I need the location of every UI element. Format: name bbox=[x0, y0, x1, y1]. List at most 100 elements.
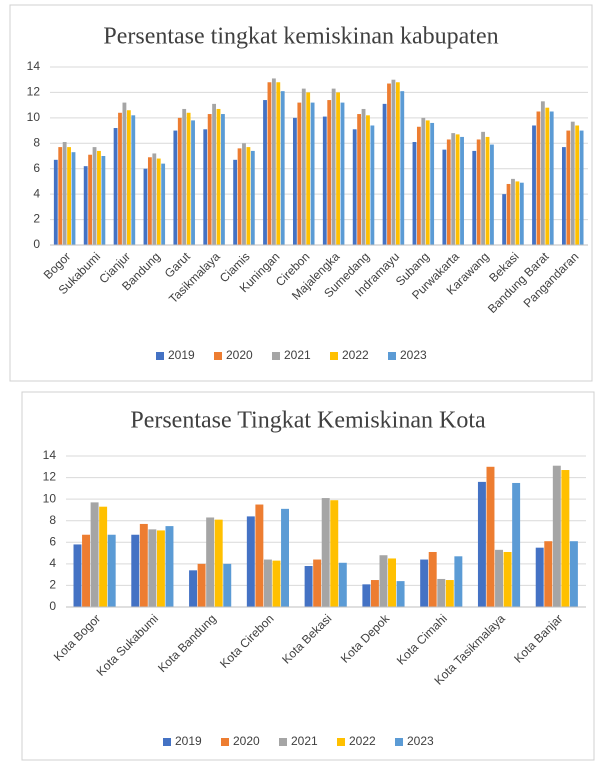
bar bbox=[519, 182, 524, 245]
legend-label: 2023 bbox=[400, 348, 427, 362]
bar bbox=[481, 131, 486, 245]
bar bbox=[304, 566, 313, 607]
y-tick-label: 10 bbox=[43, 491, 57, 505]
y-tick-label: 2 bbox=[49, 578, 56, 592]
bar bbox=[428, 551, 437, 607]
bar bbox=[460, 136, 464, 245]
y-tick-label: 14 bbox=[27, 59, 41, 73]
y-tick-label: 8 bbox=[49, 513, 56, 527]
bar bbox=[352, 129, 357, 245]
bar bbox=[310, 102, 315, 245]
legend-label: 2023 bbox=[407, 734, 434, 748]
bar bbox=[532, 125, 536, 245]
bar bbox=[83, 166, 88, 245]
bar bbox=[502, 194, 507, 245]
bar bbox=[396, 581, 405, 607]
bar bbox=[455, 134, 460, 245]
bar bbox=[570, 121, 575, 245]
bar bbox=[88, 154, 93, 245]
bar bbox=[544, 541, 553, 607]
bar bbox=[53, 159, 58, 245]
bar bbox=[575, 125, 580, 245]
bar bbox=[197, 563, 206, 607]
legend-label: 2022 bbox=[342, 348, 369, 362]
bar bbox=[421, 117, 426, 245]
legend-swatch bbox=[156, 352, 164, 360]
bar bbox=[223, 563, 232, 607]
bar bbox=[246, 516, 255, 607]
y-tick-label: 0 bbox=[33, 237, 40, 251]
bar bbox=[189, 570, 198, 607]
bar bbox=[388, 558, 397, 607]
bar bbox=[327, 100, 332, 245]
bar bbox=[391, 79, 396, 245]
bar bbox=[173, 130, 178, 245]
bar bbox=[561, 470, 570, 607]
bar bbox=[255, 504, 264, 607]
bar bbox=[357, 114, 362, 246]
bar bbox=[297, 102, 302, 245]
bar bbox=[272, 560, 281, 607]
bar bbox=[292, 117, 297, 245]
bar bbox=[99, 506, 108, 607]
bar bbox=[101, 156, 106, 245]
y-tick-label: 6 bbox=[49, 534, 56, 548]
bar bbox=[97, 150, 101, 245]
legend-label: 2020 bbox=[226, 348, 253, 362]
bar bbox=[552, 465, 561, 607]
bar bbox=[191, 120, 195, 245]
bar bbox=[512, 482, 521, 607]
y-tick-label: 2 bbox=[33, 212, 40, 226]
bar bbox=[280, 91, 285, 246]
y-tick-label: 8 bbox=[33, 135, 40, 149]
bar bbox=[182, 108, 187, 245]
bar bbox=[73, 544, 82, 607]
bar bbox=[122, 102, 127, 245]
bar bbox=[379, 555, 388, 607]
bar bbox=[165, 526, 174, 607]
chart-title: Persentase tingkat kemiskinan kabupaten bbox=[103, 24, 498, 50]
legend-swatch bbox=[330, 352, 338, 360]
bar bbox=[561, 147, 566, 245]
legend-swatch bbox=[272, 352, 280, 360]
bar bbox=[420, 559, 429, 607]
bar bbox=[579, 130, 584, 245]
bar bbox=[454, 556, 463, 607]
y-tick-label: 10 bbox=[27, 110, 41, 124]
bar bbox=[131, 115, 136, 245]
bar bbox=[395, 82, 400, 245]
bar bbox=[214, 519, 223, 607]
bar bbox=[263, 559, 272, 607]
bar bbox=[71, 152, 76, 245]
bar bbox=[495, 549, 504, 607]
bar bbox=[161, 163, 166, 245]
bar bbox=[416, 126, 421, 245]
legend-label: 2020 bbox=[233, 734, 260, 748]
bar bbox=[536, 111, 541, 245]
bar bbox=[506, 183, 511, 245]
bar bbox=[412, 142, 417, 245]
bar bbox=[221, 114, 225, 246]
bar bbox=[442, 149, 447, 245]
bar bbox=[362, 584, 371, 607]
bar bbox=[540, 101, 545, 245]
bar bbox=[331, 88, 336, 245]
y-tick-label: 0 bbox=[49, 599, 56, 613]
legend-swatch bbox=[214, 352, 222, 360]
chart-title: Persentase Tingkat Kemiskinan Kota bbox=[130, 408, 486, 434]
bar bbox=[430, 122, 435, 245]
legend-label: 2021 bbox=[284, 348, 311, 362]
bar bbox=[313, 559, 322, 607]
legend-swatch bbox=[221, 738, 229, 746]
bar bbox=[58, 147, 63, 245]
bar bbox=[338, 562, 347, 607]
bar bbox=[156, 530, 165, 607]
bar bbox=[361, 108, 366, 245]
bar bbox=[321, 498, 330, 607]
legend-swatch bbox=[395, 738, 403, 746]
bar bbox=[152, 153, 157, 245]
bar bbox=[90, 502, 99, 607]
bar bbox=[437, 578, 446, 607]
bar bbox=[445, 580, 454, 607]
bar bbox=[156, 158, 161, 245]
